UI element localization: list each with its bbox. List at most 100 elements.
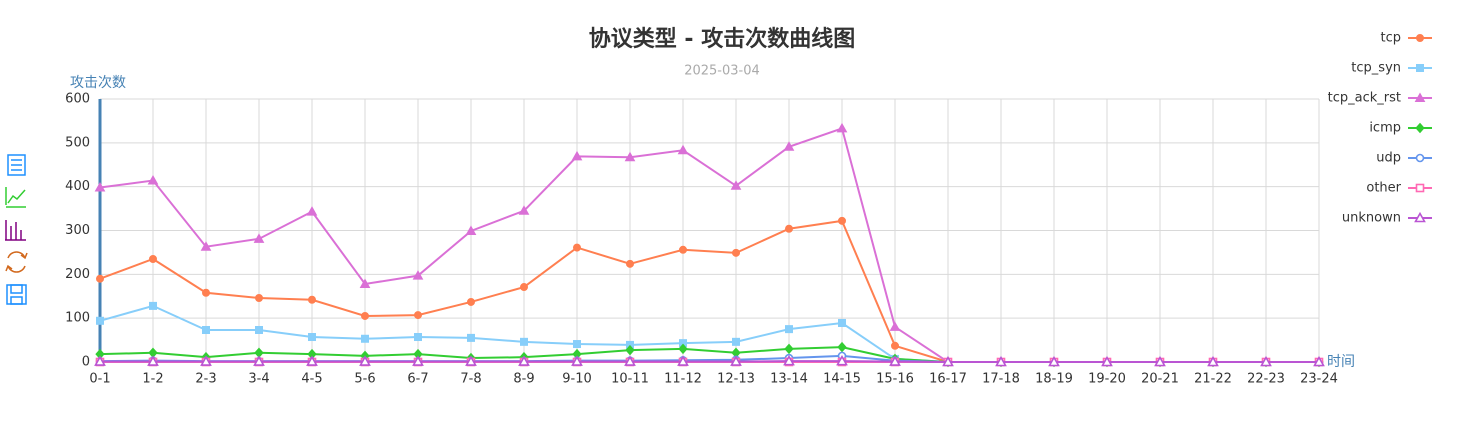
legend-label: tcp_syn bbox=[1351, 61, 1401, 76]
data-point bbox=[838, 216, 846, 225]
legend-item[interactable]: unknown bbox=[1342, 211, 1432, 226]
series bbox=[94, 354, 1325, 367]
series-line bbox=[99, 219, 1319, 363]
data-point bbox=[147, 175, 159, 185]
data-point bbox=[361, 311, 369, 320]
data-point bbox=[359, 355, 371, 366]
series bbox=[95, 351, 1324, 367]
data-point bbox=[1260, 355, 1272, 367]
data-point bbox=[147, 355, 159, 366]
x-tick-label: 1-2 bbox=[142, 372, 163, 387]
chart-subtitle: 2025-03-04 bbox=[684, 64, 760, 79]
y-tick-label: 100 bbox=[65, 311, 90, 326]
bar-button[interactable] bbox=[5, 220, 26, 241]
data-point bbox=[889, 355, 901, 366]
legend-item[interactable]: other bbox=[1366, 181, 1432, 196]
data-point bbox=[96, 316, 104, 325]
x-tick-label: 6-7 bbox=[407, 372, 428, 387]
x-tick-label: 18-19 bbox=[1035, 372, 1073, 387]
legend-item[interactable]: udp bbox=[1376, 151, 1432, 166]
y-tick-label: 0 bbox=[82, 355, 90, 370]
x-tick-label: 16-17 bbox=[929, 372, 967, 387]
data-point bbox=[467, 297, 475, 306]
data-point bbox=[942, 355, 954, 367]
legend-symbol bbox=[1414, 211, 1426, 223]
data-point bbox=[838, 318, 846, 327]
data-point bbox=[361, 334, 369, 343]
data-point bbox=[202, 288, 210, 297]
legend-symbol bbox=[1416, 64, 1424, 72]
data-point bbox=[1101, 355, 1113, 367]
data-point bbox=[785, 325, 793, 334]
data-point bbox=[308, 295, 316, 304]
x-tick-label: 15-16 bbox=[876, 372, 914, 387]
legend-symbol bbox=[1414, 92, 1426, 102]
data-point bbox=[732, 248, 740, 257]
x-tick-label: 19-20 bbox=[1088, 372, 1126, 387]
data-point bbox=[255, 294, 263, 303]
series-line bbox=[100, 360, 1319, 363]
series-line bbox=[99, 127, 1319, 363]
data-point bbox=[149, 301, 157, 310]
data-point bbox=[200, 355, 212, 366]
x-axis-label: 时间 bbox=[1327, 354, 1355, 370]
legend-symbol bbox=[1415, 122, 1425, 134]
data-point bbox=[414, 333, 422, 342]
data-point bbox=[520, 337, 528, 346]
legend-symbol bbox=[1416, 34, 1424, 42]
legend-label: udp bbox=[1376, 151, 1401, 166]
data-point bbox=[732, 337, 740, 346]
data-view-button[interactable] bbox=[7, 154, 26, 176]
series bbox=[96, 301, 1323, 366]
data-point bbox=[94, 182, 106, 192]
save-button[interactable] bbox=[6, 284, 27, 305]
x-tick-label: 23-24 bbox=[1300, 372, 1338, 387]
data-point bbox=[626, 259, 634, 268]
data-point bbox=[571, 150, 583, 161]
legend-label: icmp bbox=[1369, 121, 1401, 136]
data-point bbox=[253, 355, 265, 366]
x-tick-label: 20-21 bbox=[1141, 372, 1179, 387]
data-point bbox=[571, 355, 583, 366]
data-point bbox=[783, 354, 795, 366]
legend-item[interactable]: tcp_ack_rst bbox=[1328, 91, 1432, 106]
data-point bbox=[891, 341, 899, 350]
data-point bbox=[308, 333, 316, 342]
data-point bbox=[624, 151, 636, 162]
data-point bbox=[306, 355, 318, 366]
legend-symbol bbox=[1415, 183, 1425, 193]
data-point bbox=[573, 243, 581, 252]
x-tick-label: 14-15 bbox=[823, 372, 861, 387]
legend-item[interactable]: tcp_syn bbox=[1351, 61, 1432, 76]
data-point bbox=[1313, 355, 1325, 367]
data-point bbox=[677, 144, 689, 155]
data-point bbox=[678, 343, 688, 355]
x-tick-label: 5-6 bbox=[354, 372, 375, 387]
data-point bbox=[149, 254, 157, 263]
data-point bbox=[784, 343, 794, 355]
x-tick-label: 13-14 bbox=[770, 372, 808, 387]
data-point bbox=[1048, 355, 1060, 367]
data-point bbox=[414, 311, 422, 320]
series bbox=[94, 122, 1325, 366]
data-point bbox=[465, 225, 477, 235]
restore-button[interactable] bbox=[5, 251, 28, 273]
line-button[interactable] bbox=[5, 187, 26, 208]
legend-item[interactable]: icmp bbox=[1369, 121, 1432, 136]
data-point bbox=[837, 341, 847, 353]
data-point bbox=[200, 241, 212, 251]
y-tick-label: 400 bbox=[65, 179, 90, 194]
x-tick-label: 8-9 bbox=[513, 372, 534, 387]
y-tick-label: 200 bbox=[65, 267, 90, 282]
data-point bbox=[785, 224, 793, 233]
x-tick-label: 21-22 bbox=[1194, 372, 1232, 387]
data-point bbox=[467, 333, 475, 342]
data-point bbox=[96, 274, 104, 283]
x-tick-label: 22-23 bbox=[1247, 372, 1285, 387]
toolbox[interactable] bbox=[5, 154, 28, 305]
legend-item[interactable]: tcp bbox=[1381, 31, 1433, 46]
data-point bbox=[520, 283, 528, 292]
data-point bbox=[730, 180, 742, 190]
